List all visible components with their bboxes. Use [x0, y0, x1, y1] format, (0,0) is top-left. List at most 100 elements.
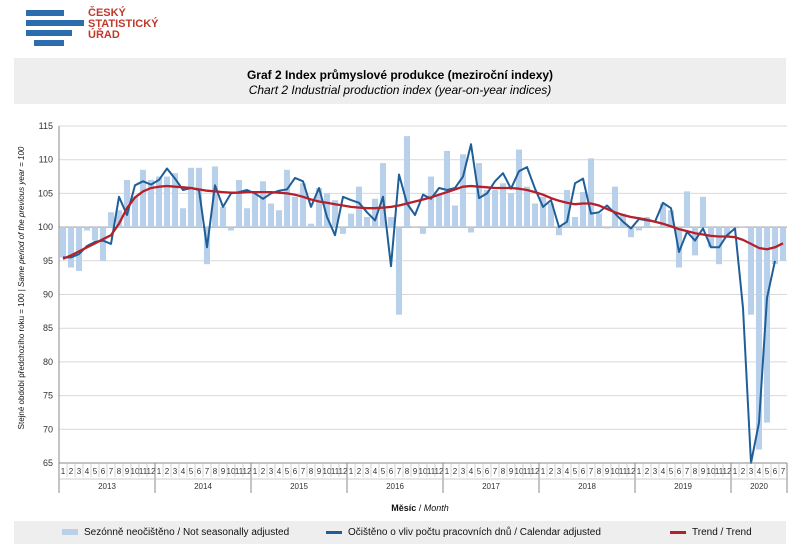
month-label: 7 — [205, 467, 210, 476]
bar — [107, 212, 115, 228]
month-label: 10 — [227, 467, 236, 476]
month-label: 6 — [389, 467, 394, 476]
bar — [91, 227, 99, 241]
month-label: 2 — [69, 467, 74, 476]
y-tick-label: 115 — [39, 121, 53, 131]
month-label: 5 — [189, 467, 194, 476]
bar — [179, 208, 187, 228]
month-label: 12 — [723, 467, 732, 476]
bar — [755, 227, 763, 450]
bar — [563, 190, 571, 228]
bar — [771, 227, 779, 265]
month-label: 11 — [427, 467, 436, 476]
month-label: 4 — [565, 467, 570, 476]
bar — [123, 179, 131, 228]
month-label: 6 — [581, 467, 586, 476]
bar — [507, 193, 515, 228]
month-label: 1 — [157, 467, 162, 476]
year-label: 2017 — [482, 482, 500, 491]
bar — [115, 210, 123, 228]
bar — [83, 227, 91, 231]
month-label: 2 — [741, 467, 746, 476]
month-label: 10 — [707, 467, 716, 476]
month-label: 12 — [627, 467, 636, 476]
bar — [547, 203, 555, 228]
month-label: 1 — [61, 467, 66, 476]
line-series — [62, 143, 784, 464]
y-tick-label: 65 — [43, 458, 53, 468]
bar — [139, 169, 147, 228]
month-label: 2 — [165, 467, 170, 476]
month-label: 10 — [515, 467, 524, 476]
month-label: 3 — [749, 467, 754, 476]
year-label: 2019 — [674, 482, 692, 491]
month-label: 3 — [461, 467, 466, 476]
month-label: 9 — [317, 467, 322, 476]
bar — [603, 227, 611, 229]
bar — [99, 227, 107, 261]
month-label: 3 — [77, 467, 82, 476]
month-label: 8 — [309, 467, 314, 476]
month-label: 7 — [493, 467, 498, 476]
month-label: 4 — [661, 467, 666, 476]
month-label: 6 — [485, 467, 490, 476]
chart-title-box: Graf 2 Index průmyslové produkce (meziro… — [14, 58, 786, 104]
logo-bar — [26, 20, 84, 26]
month-label: 10 — [419, 467, 428, 476]
bar — [403, 136, 411, 228]
legend-swatch-trend — [670, 530, 686, 534]
bar — [419, 227, 427, 234]
bar — [659, 203, 667, 228]
bar — [611, 186, 619, 228]
logo-line-2: STATISTICKÝ — [88, 18, 159, 30]
year-label: 2020 — [750, 482, 768, 491]
month-label: 11 — [331, 467, 340, 476]
logo-mark-icon — [26, 10, 84, 50]
month-label: 3 — [653, 467, 658, 476]
month-label: 5 — [93, 467, 98, 476]
bar — [651, 227, 659, 228]
y-axis-label-en: Same period of the previous year = 100 — [17, 146, 26, 287]
logo-text: ČESKÝ STATISTICKÝ ÚŘAD — [88, 8, 158, 41]
month-label: 9 — [221, 467, 226, 476]
month-label: 2 — [357, 467, 362, 476]
bar — [235, 179, 243, 228]
month-label: 11 — [139, 467, 148, 476]
bar — [339, 227, 347, 234]
x-axis-label-cz: Měsíc — [391, 503, 416, 513]
month-label: 7 — [397, 467, 402, 476]
month-label: 7 — [781, 467, 786, 476]
bar — [59, 227, 67, 258]
bar — [171, 173, 179, 228]
month-label: 12 — [339, 467, 348, 476]
month-label: 12 — [147, 467, 156, 476]
month-label: 3 — [557, 467, 562, 476]
month-label: 8 — [693, 467, 698, 476]
month-label: 8 — [117, 467, 122, 476]
y-tick-label: 90 — [43, 290, 53, 300]
month-label: 2 — [453, 467, 458, 476]
month-label: 4 — [85, 467, 90, 476]
month-label: 1 — [733, 467, 738, 476]
bar — [723, 227, 731, 238]
bar — [379, 163, 387, 228]
bar — [539, 196, 547, 228]
bar — [363, 216, 371, 228]
bar — [315, 188, 323, 228]
bar — [211, 166, 219, 228]
month-label: 11 — [619, 467, 628, 476]
bar — [307, 223, 315, 228]
month-label: 4 — [181, 467, 186, 476]
bar — [707, 227, 715, 248]
month-label: 10 — [611, 467, 620, 476]
bar — [643, 216, 651, 228]
bar — [251, 193, 259, 228]
bar — [555, 227, 563, 236]
bar — [259, 181, 267, 228]
month-label: 7 — [589, 467, 594, 476]
bar — [739, 227, 747, 228]
logo-line-1: ČESKÝ — [88, 7, 126, 19]
bar — [531, 203, 539, 228]
month-label: 1 — [637, 467, 642, 476]
month-label: 1 — [541, 467, 546, 476]
